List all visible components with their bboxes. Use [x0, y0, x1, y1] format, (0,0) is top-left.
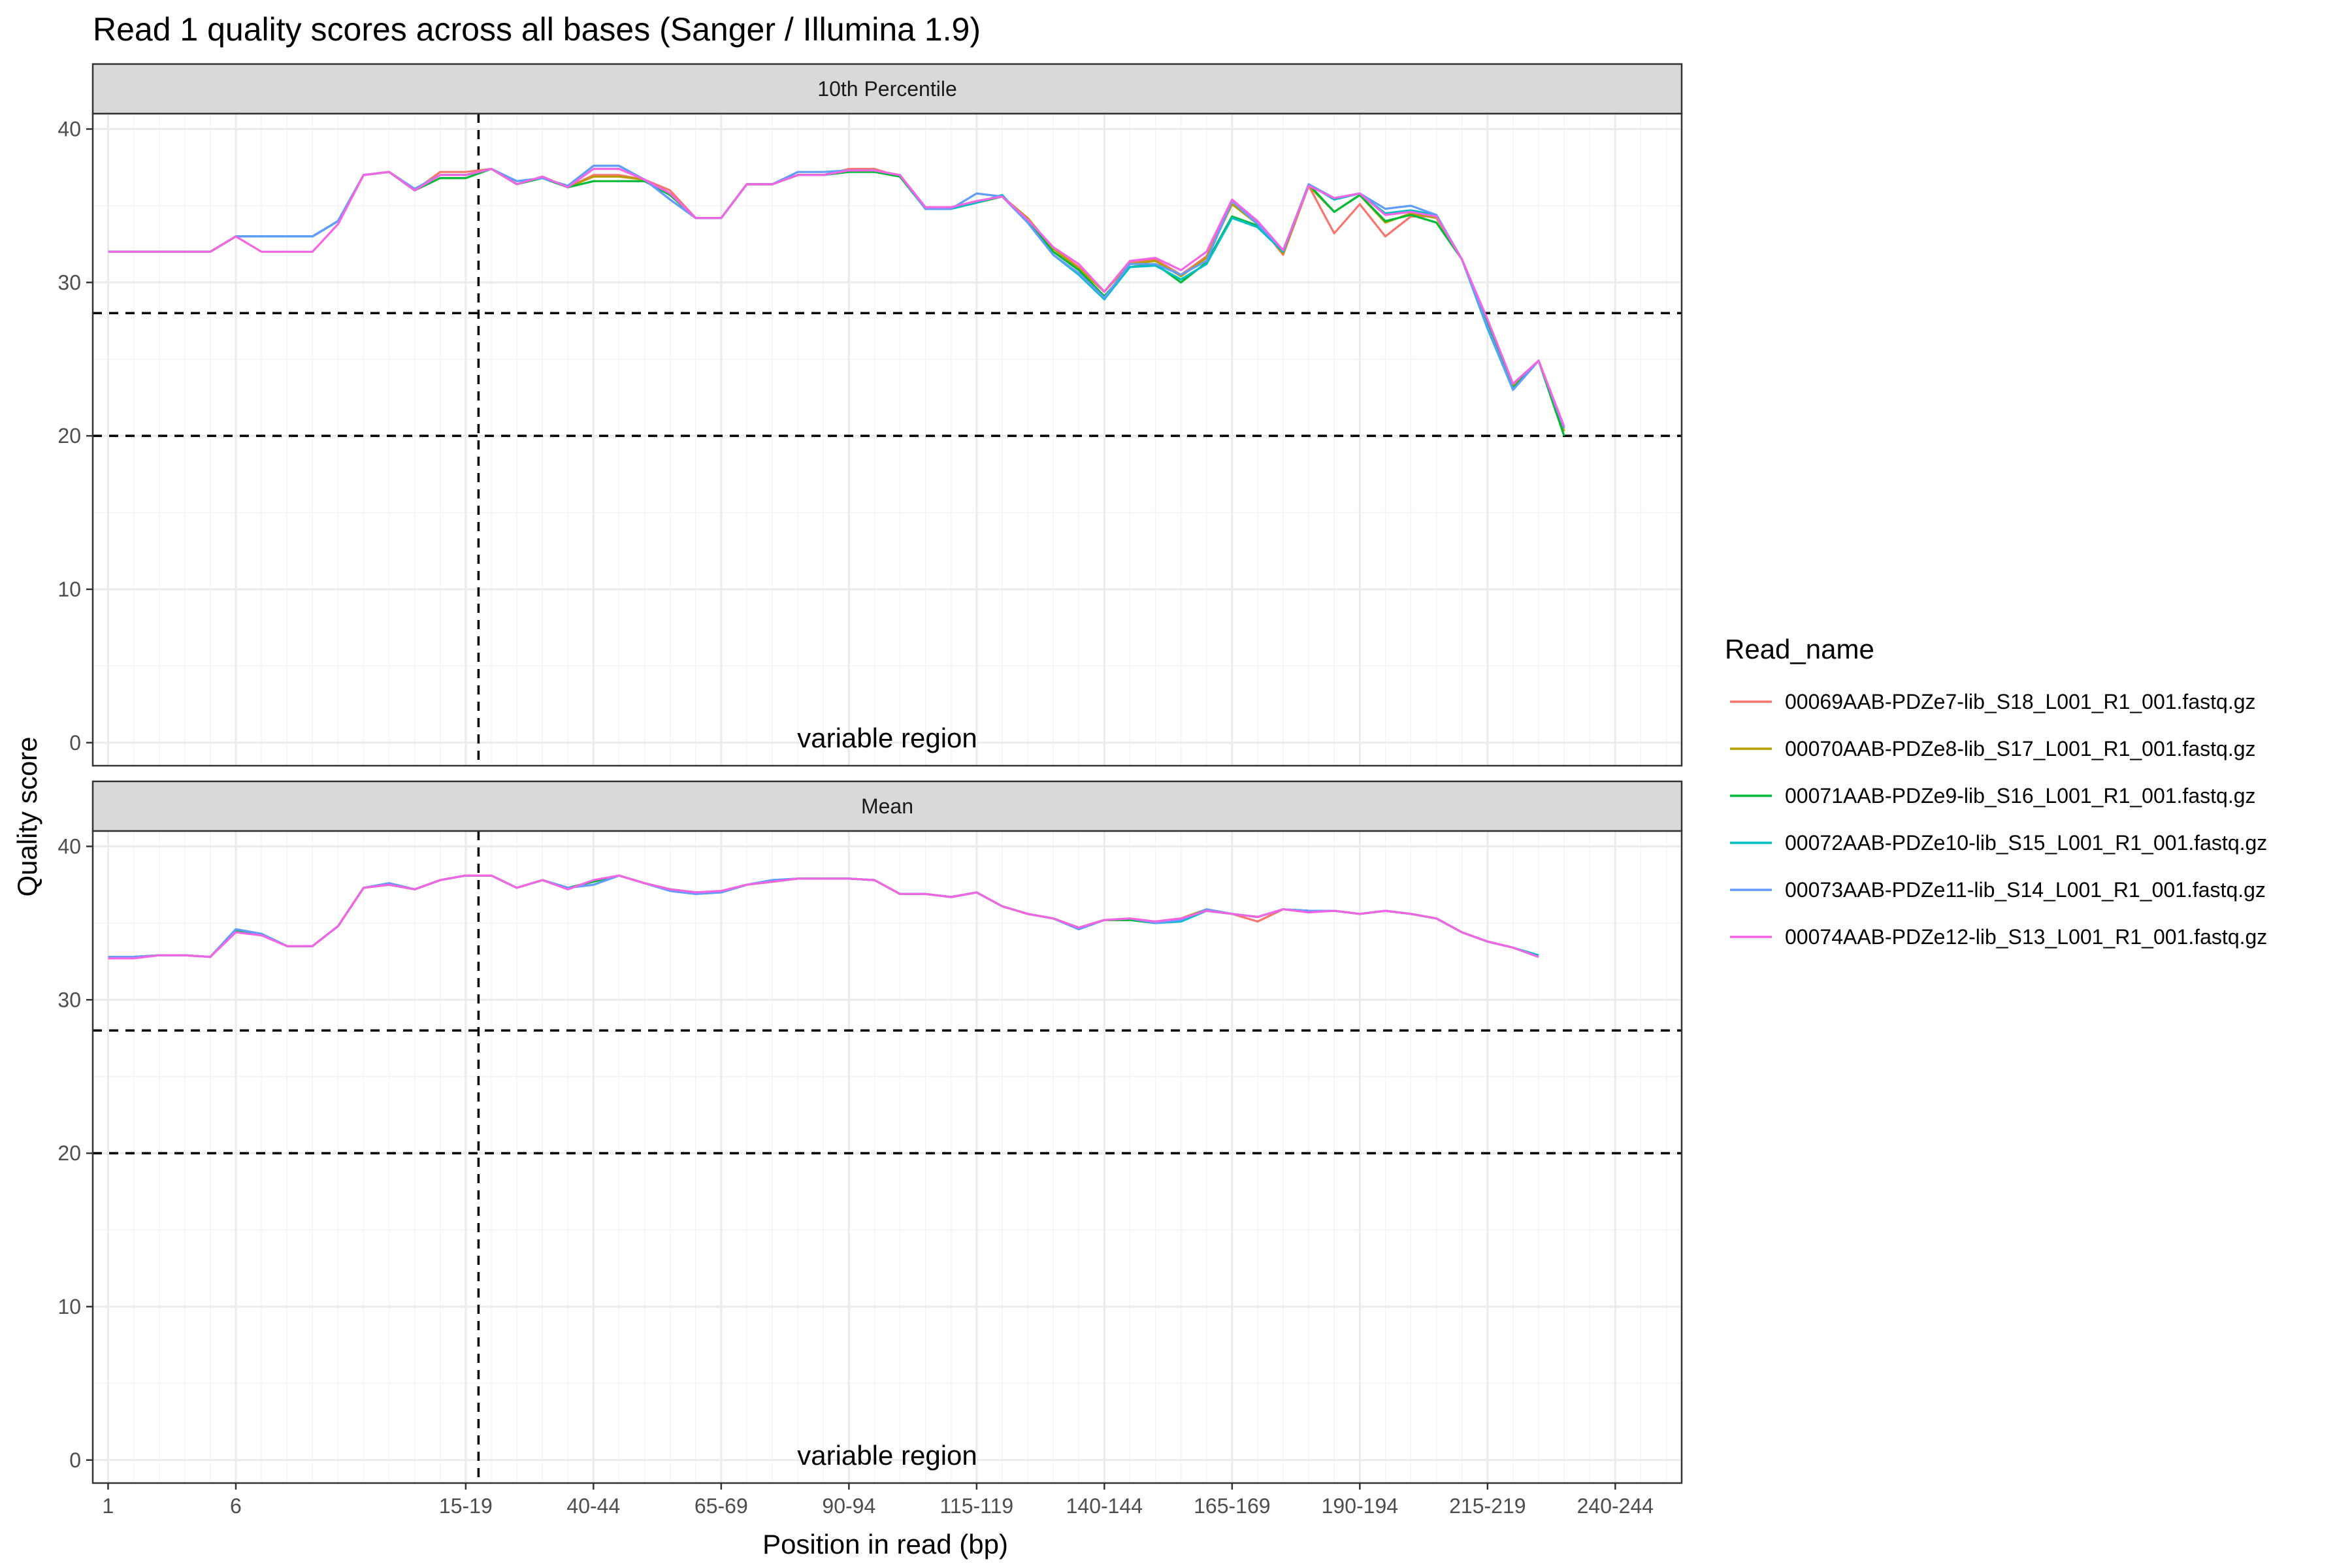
legend-label: 00070AAB-PDZe8-lib_S17_L001_R1_001.fastq… [1785, 737, 2256, 760]
y-tick-label: 40 [57, 117, 81, 140]
legend-label: 00069AAB-PDZe7-lib_S18_L001_R1_001.fastq… [1785, 690, 2256, 713]
x-tick-label: 215-219 [1449, 1494, 1526, 1518]
y-tick-label: 30 [57, 270, 81, 294]
facet-strip [91, 63, 1683, 115]
y-tick-label: 40 [57, 834, 81, 858]
x-axis-title: Position in read (bp) [762, 1529, 1008, 1560]
x-tick-label: 240-244 [1577, 1494, 1654, 1518]
x-tick-label: 165-169 [1194, 1494, 1270, 1518]
variable-region-annotation: variable region [797, 1440, 977, 1471]
y-tick-label: 0 [69, 1448, 81, 1472]
legend-label: 00074AAB-PDZe12-lib_S13_L001_R1_001.fast… [1785, 925, 2267, 949]
x-tick-label: 140-144 [1066, 1494, 1143, 1518]
x-tick-label: 6 [230, 1494, 242, 1518]
variable-region-annotation: variable region [797, 723, 977, 753]
y-tick-label: 20 [57, 1141, 81, 1165]
legend: Read_name 00069AAB-PDZe7-lib_S18_L001_R1… [1725, 634, 2267, 949]
panel-mean: Mean 0 10 20 30 40 variable region 1 6 15-19 40-44… [57, 780, 1683, 1518]
panel-percentile: 10th Percentile 0 10 20 30 40 variable region [57, 63, 1683, 767]
chart-title: Read 1 quality scores across all bases (… [93, 11, 981, 48]
y-tick-label: 30 [57, 988, 81, 1011]
y-axis-title: Quality score [12, 736, 42, 896]
legend-label: 00071AAB-PDZe9-lib_S16_L001_R1_001.fastq… [1785, 784, 2256, 808]
panel-background [93, 114, 1682, 766]
x-tick-label: 15-19 [439, 1494, 493, 1518]
legend-title: Read_name [1725, 634, 1874, 664]
x-tick-label: 90-94 [822, 1494, 875, 1518]
series-line-6 [108, 167, 1565, 427]
legend-label: 00073AAB-PDZe11-lib_S14_L001_R1_001.fast… [1785, 878, 2266, 902]
y-tick-label: 10 [57, 578, 81, 601]
panel-border [91, 830, 1683, 1484]
panel-border [91, 112, 1683, 767]
y-tick-label: 10 [57, 1295, 81, 1318]
facet-strip-label: Mean [861, 794, 913, 818]
facet-strip-label: 10th Percentile [817, 77, 956, 101]
x-tick-label: 40-44 [566, 1494, 620, 1518]
legend-label: 00072AAB-PDZe10-lib_S15_L001_R1_001.fast… [1785, 831, 2267, 855]
y-tick-label: 20 [57, 424, 81, 448]
panel-background [93, 831, 1682, 1483]
series-line-6 [108, 874, 1539, 960]
x-tick-label: 1 [103, 1494, 114, 1518]
x-tick-label: 190-194 [1322, 1494, 1398, 1518]
x-tick-label: 115-119 [940, 1494, 1014, 1518]
y-tick-label: 0 [69, 731, 81, 755]
x-tick-label: 65-69 [694, 1494, 748, 1518]
